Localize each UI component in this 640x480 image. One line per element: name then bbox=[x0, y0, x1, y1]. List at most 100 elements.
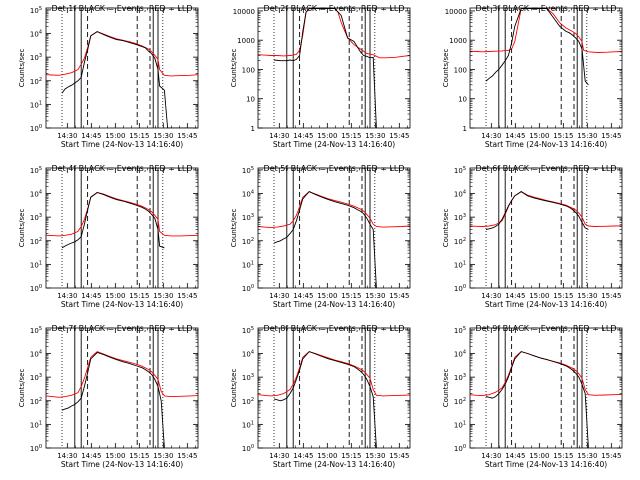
y-tick-base: 10 bbox=[30, 191, 39, 199]
events-series-line bbox=[61, 31, 194, 128]
x-tick-label: 15:30 bbox=[365, 452, 385, 460]
y-tick-label: 100 bbox=[242, 444, 254, 453]
y-tick-base: 10 bbox=[242, 351, 251, 359]
x-axis-label: Start Time (24-Nov-13 14:16:40) bbox=[61, 140, 183, 149]
y-axis-label: Counts/sec bbox=[230, 209, 238, 248]
x-tick-label: 15:45 bbox=[601, 452, 621, 460]
x-tick-label: 15:00 bbox=[105, 132, 125, 140]
detector-panel: Det 9f BLACK = Events, RED = LLD10010110… bbox=[442, 324, 623, 469]
x-tick-label: 15:15 bbox=[553, 292, 573, 300]
lld-series-line bbox=[46, 351, 198, 398]
x-tick-label: 14:30 bbox=[269, 132, 289, 140]
x-tick-label: 14:30 bbox=[57, 132, 77, 140]
x-tick-label: 15:30 bbox=[365, 132, 385, 140]
y-tick-label: 102 bbox=[30, 237, 42, 246]
y-tick-base: 10 bbox=[454, 351, 463, 359]
detector-panel: Det 6f BLACK = Events, RED = LLD10010110… bbox=[442, 164, 623, 309]
y-tick-base: 10 bbox=[30, 374, 39, 382]
y-tick-exponent: 0 bbox=[463, 284, 466, 290]
y-tick-base: 10 bbox=[242, 327, 251, 335]
detector-panel: Det 2f BLACK = Events, RED = LLD11010010… bbox=[230, 4, 411, 149]
events-series-line bbox=[61, 192, 165, 249]
x-tick-label: 14:45 bbox=[81, 452, 101, 460]
y-axis-label: Counts/sec bbox=[442, 369, 450, 408]
y-axis-label: Counts/sec bbox=[18, 209, 26, 248]
y-tick-base: 10 bbox=[242, 285, 251, 293]
y-tick-label: 100 bbox=[30, 444, 42, 453]
y-tick-base: 10 bbox=[30, 351, 39, 359]
y-tick-label: 10000 bbox=[233, 8, 255, 16]
y-tick-exponent: 1 bbox=[39, 100, 42, 106]
x-tick-label: 15:15 bbox=[553, 452, 573, 460]
y-tick-exponent: 0 bbox=[39, 444, 42, 450]
y-tick-label: 101 bbox=[30, 260, 42, 269]
y-tick-label: 103 bbox=[454, 213, 466, 222]
y-tick-base: 10 bbox=[454, 214, 463, 222]
y-tick-base: 10 bbox=[30, 31, 39, 39]
y-tick-base: 10 bbox=[242, 421, 251, 429]
marker-lines bbox=[61, 168, 164, 288]
y-axis-label: Counts/sec bbox=[230, 49, 238, 88]
x-axis-label: Start Time (24-Nov-13 14:16:40) bbox=[273, 140, 395, 149]
panel-title: Det 5f BLACK = Events, RED = LLD bbox=[263, 164, 404, 173]
y-tick-base: 10 bbox=[242, 191, 251, 199]
y-tick-exponent: 5 bbox=[251, 326, 254, 332]
detector-panel: Det 4f BLACK = Events, RED = LLD10010110… bbox=[18, 164, 199, 309]
x-tick-label: 15:15 bbox=[553, 132, 573, 140]
x-tick-label: 15:15 bbox=[341, 292, 361, 300]
y-axis-label: Counts/sec bbox=[18, 49, 26, 88]
y-axis-label: Counts/sec bbox=[230, 369, 238, 408]
x-tick-label: 15:00 bbox=[529, 292, 549, 300]
marker-lines bbox=[485, 328, 588, 448]
plot-frame bbox=[45, 327, 199, 449]
x-tick-label: 14:45 bbox=[293, 132, 313, 140]
lld-series-line bbox=[258, 8, 410, 59]
events-series-line bbox=[485, 8, 589, 86]
x-tick-label: 15:15 bbox=[129, 452, 149, 460]
series-group bbox=[470, 191, 622, 230]
y-tick-exponent: 2 bbox=[251, 397, 254, 403]
y-tick-base: 10 bbox=[242, 374, 251, 382]
y-tick-label: 1 bbox=[251, 125, 255, 133]
y-tick-exponent: 3 bbox=[463, 373, 466, 379]
y-tick-exponent: 2 bbox=[463, 397, 466, 403]
y-axis-label: Counts/sec bbox=[442, 209, 450, 248]
y-tick-label: 101 bbox=[454, 420, 466, 429]
y-tick-exponent: 5 bbox=[39, 166, 42, 172]
lld-series-line bbox=[470, 191, 622, 227]
x-tick-label: 14:45 bbox=[293, 292, 313, 300]
y-tick-label: 100 bbox=[454, 66, 467, 74]
x-tick-label: 15:30 bbox=[153, 292, 173, 300]
y-tick-label: 105 bbox=[30, 326, 42, 335]
y-axis-label: Counts/sec bbox=[442, 49, 450, 88]
y-tick-label: 103 bbox=[30, 53, 42, 62]
plot-frame bbox=[469, 167, 623, 289]
series-group bbox=[46, 192, 198, 249]
y-tick-exponent: 0 bbox=[251, 444, 254, 450]
plot-frame bbox=[257, 7, 411, 129]
marker-lines bbox=[61, 8, 164, 128]
y-tick-base: 10 bbox=[30, 7, 39, 15]
lld-series-line bbox=[470, 351, 622, 397]
panel-title: Det 9f BLACK = Events, RED = LLD bbox=[475, 324, 616, 333]
y-tick-base: 10 bbox=[30, 238, 39, 246]
series-group bbox=[258, 351, 410, 448]
y-tick-base: 10 bbox=[30, 421, 39, 429]
detector-panel: Det 3f BLACK = Events, RED = LLD11010010… bbox=[442, 4, 623, 149]
y-tick-base: 10 bbox=[454, 327, 463, 335]
x-tick-label: 14:45 bbox=[81, 292, 101, 300]
y-tick-label: 105 bbox=[454, 166, 466, 175]
marker-lines bbox=[273, 8, 376, 128]
plot-frame bbox=[45, 7, 199, 129]
panel-title: Det 8f BLACK = Events, RED = LLD bbox=[263, 324, 404, 333]
y-tick-label: 105 bbox=[30, 6, 42, 15]
y-tick-exponent: 1 bbox=[39, 260, 42, 266]
y-tick-label: 104 bbox=[30, 350, 42, 359]
events-series-line bbox=[61, 351, 165, 448]
x-tick-label: 14:45 bbox=[505, 132, 525, 140]
x-tick-label: 15:45 bbox=[389, 292, 409, 300]
y-tick-label: 101 bbox=[454, 260, 466, 269]
series-group bbox=[258, 191, 410, 288]
y-tick-exponent: 3 bbox=[39, 53, 42, 59]
